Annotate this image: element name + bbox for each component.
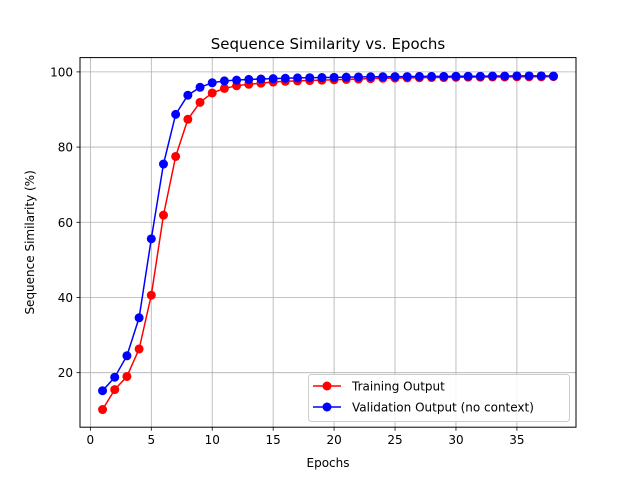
data-point bbox=[158, 159, 168, 169]
data-point bbox=[280, 73, 290, 83]
data-point bbox=[341, 72, 351, 82]
data-point bbox=[256, 74, 266, 84]
chart-title: Sequence Similarity vs. Epochs bbox=[211, 35, 446, 53]
data-point bbox=[317, 73, 327, 83]
data-point bbox=[146, 234, 156, 244]
data-point bbox=[195, 82, 205, 92]
data-point bbox=[207, 88, 217, 98]
x-axis-ticks: 0 5 10 15 20 25 30 35 bbox=[87, 427, 525, 447]
data-point bbox=[439, 71, 449, 81]
data-point bbox=[122, 371, 132, 381]
data-point bbox=[207, 78, 217, 88]
data-point bbox=[536, 71, 546, 81]
data-point bbox=[366, 72, 376, 82]
data-point bbox=[232, 75, 242, 85]
series-layer bbox=[98, 71, 558, 415]
y-tick-label: 20 bbox=[58, 366, 73, 380]
data-point bbox=[378, 72, 388, 82]
data-point bbox=[219, 83, 229, 93]
data-point bbox=[268, 74, 278, 84]
legend: Training Output Validation Output (no co… bbox=[308, 374, 570, 422]
data-point bbox=[98, 386, 108, 396]
grid bbox=[80, 57, 576, 428]
data-point bbox=[512, 71, 522, 81]
x-tick-label: 30 bbox=[448, 433, 463, 447]
legend-label-training: Training Output bbox=[351, 380, 445, 394]
data-point bbox=[244, 74, 254, 84]
y-axis-label: Sequence Similarity (%) bbox=[23, 170, 37, 314]
data-point bbox=[183, 90, 193, 100]
data-point bbox=[293, 73, 303, 83]
data-point bbox=[524, 71, 534, 81]
series-line bbox=[101, 75, 554, 392]
y-tick-label: 100 bbox=[50, 65, 73, 79]
series-line bbox=[101, 75, 554, 410]
x-tick-label: 0 bbox=[87, 433, 95, 447]
y-tick-label: 80 bbox=[58, 141, 73, 155]
data-point bbox=[390, 72, 400, 82]
y-tick-label: 40 bbox=[58, 291, 73, 305]
data-point bbox=[110, 372, 120, 382]
plot-frame bbox=[79, 57, 577, 428]
x-tick-label: 5 bbox=[147, 433, 155, 447]
data-point bbox=[219, 76, 229, 86]
data-point bbox=[548, 71, 558, 81]
legend-marker-validation bbox=[322, 402, 332, 412]
series-1 bbox=[98, 71, 558, 396]
data-point bbox=[98, 405, 108, 415]
legend-marker-training bbox=[322, 381, 332, 391]
data-point bbox=[146, 290, 156, 300]
legend-box bbox=[308, 374, 570, 422]
data-point bbox=[488, 71, 498, 81]
data-point bbox=[500, 71, 510, 81]
data-point bbox=[183, 114, 193, 124]
series-0 bbox=[98, 72, 558, 415]
data-point bbox=[414, 71, 424, 81]
data-point bbox=[134, 313, 144, 323]
data-point bbox=[329, 72, 339, 82]
x-tick-label: 35 bbox=[509, 433, 524, 447]
data-point bbox=[427, 71, 437, 81]
data-point bbox=[305, 73, 315, 83]
data-point bbox=[134, 344, 144, 354]
x-axis-label: Epochs bbox=[307, 456, 350, 470]
legend-label-validation: Validation Output (no context) bbox=[352, 401, 534, 415]
data-point bbox=[171, 109, 181, 119]
data-point bbox=[463, 71, 473, 81]
data-point bbox=[171, 151, 181, 161]
y-tick-label: 60 bbox=[58, 216, 73, 230]
data-point bbox=[122, 351, 132, 361]
data-point bbox=[451, 71, 461, 81]
y-axis-ticks: 20 40 60 80 100 bbox=[50, 65, 80, 380]
data-point bbox=[158, 210, 168, 220]
data-point bbox=[195, 97, 205, 107]
data-point bbox=[110, 385, 120, 395]
data-point bbox=[475, 71, 485, 81]
x-tick-label: 20 bbox=[326, 433, 341, 447]
x-tick-label: 10 bbox=[205, 433, 220, 447]
x-tick-label: 25 bbox=[387, 433, 402, 447]
data-point bbox=[402, 72, 412, 82]
x-tick-label: 15 bbox=[266, 433, 281, 447]
data-point bbox=[353, 72, 363, 82]
